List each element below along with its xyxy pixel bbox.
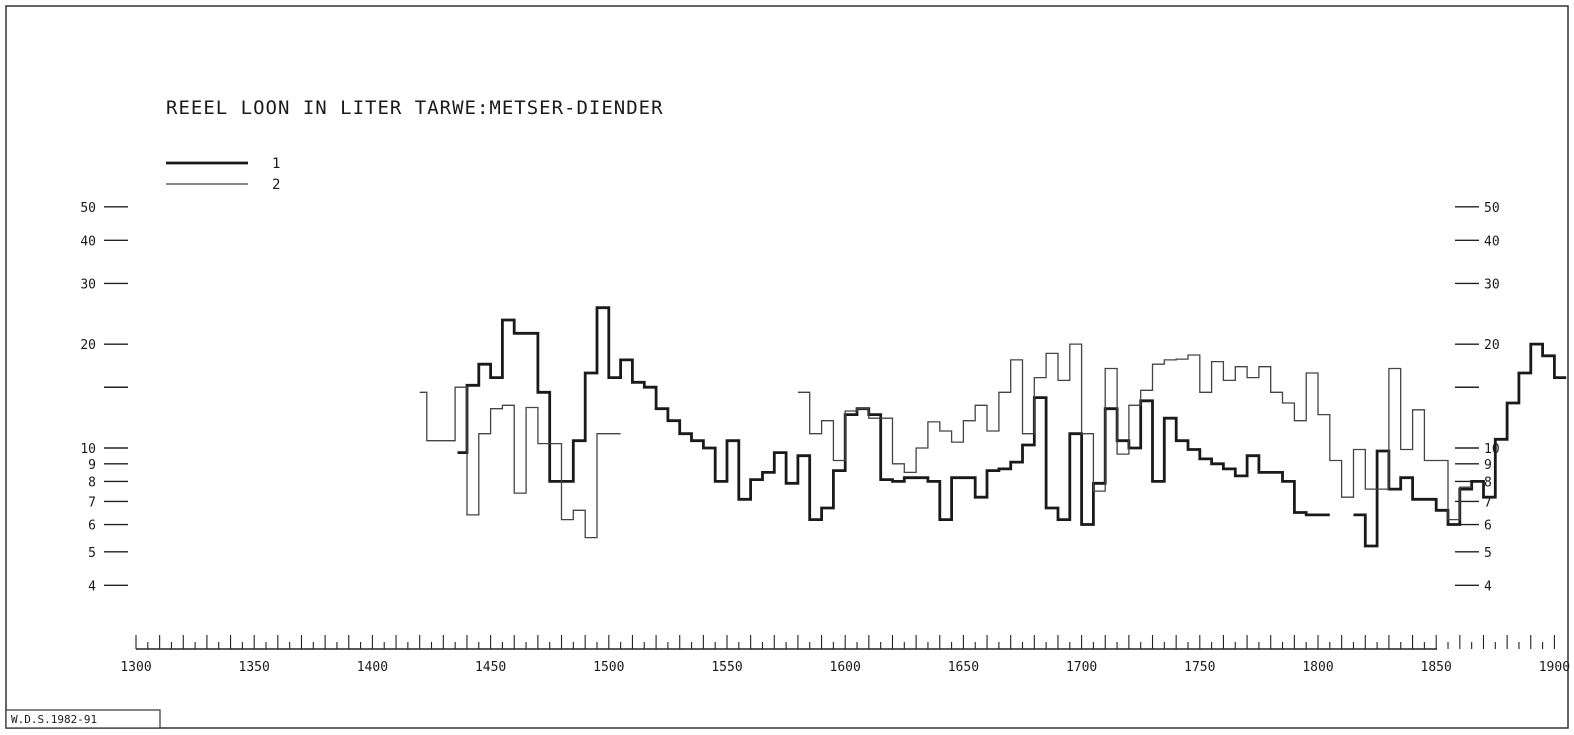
series-2-line	[797, 343, 1472, 521]
x-tick-label: 1350	[239, 660, 270, 675]
legend: 12	[166, 156, 280, 193]
y-tick-label-right: 6	[1484, 519, 1492, 534]
x-tick-label: 1750	[1184, 660, 1215, 675]
series-2-line	[419, 386, 621, 539]
x-tick-label: 1700	[1066, 660, 1097, 675]
y-tick-label-right: 40	[1484, 234, 1500, 249]
chart-title: REEEL LOON IN LITER TARWE:METSER-DIENDER	[166, 97, 664, 119]
x-tick-label: 1900	[1539, 660, 1570, 675]
legend-label-1: 1	[272, 156, 280, 172]
y-tick-label-right: 30	[1484, 277, 1500, 292]
x-tick-label: 1850	[1421, 660, 1452, 675]
y-tick-label-right: 10	[1484, 442, 1500, 457]
x-tick-label: 1450	[475, 660, 506, 675]
chart-frame	[5, 5, 1569, 729]
y-tick-label-left: 6	[88, 519, 96, 534]
legend-label-2: 2	[272, 177, 280, 193]
y-tick-label-left: 9	[88, 458, 96, 473]
y-tick-label-left: 20	[80, 338, 96, 353]
y-tick-label-left: 10	[80, 442, 96, 457]
x-tick-label: 1500	[593, 660, 624, 675]
x-tick-label: 1800	[1302, 660, 1333, 675]
y-tick-label-right: 8	[1484, 475, 1492, 490]
y-tick-label-left: 4	[88, 579, 96, 594]
y-tick-label-left: 30	[80, 277, 96, 292]
y-tick-label-right: 20	[1484, 338, 1500, 353]
plot-area	[419, 306, 1567, 548]
y-tick-label-right: 9	[1484, 458, 1492, 473]
credit-label: W.D.S.1982-91	[11, 713, 97, 726]
x-tick-label: 1550	[711, 660, 742, 675]
x-tick-label: 1400	[357, 660, 388, 675]
y-tick-label-left: 5	[88, 546, 96, 561]
credit-box	[5, 709, 161, 729]
series-1-line	[457, 306, 1330, 526]
y-tick-label-right: 7	[1484, 495, 1492, 510]
x-tick-label: 1600	[830, 660, 861, 675]
y-tick-label-left: 50	[80, 201, 96, 216]
x-axis: 1300 1350 1400 1450 1500 1550 1600 1650 1700 1750…	[120, 635, 1570, 675]
y-tick-label-right: 5	[1484, 546, 1492, 561]
y-tick-label-right: 50	[1484, 201, 1500, 216]
y-tick-label-left: 8	[88, 475, 96, 490]
x-tick-label: 1300	[120, 660, 151, 675]
x-tick-label: 1650	[948, 660, 979, 675]
y-tick-label-left: 7	[88, 495, 96, 510]
y-tick-label-left: 40	[80, 234, 96, 249]
y-tick-label-right: 4	[1484, 579, 1492, 594]
